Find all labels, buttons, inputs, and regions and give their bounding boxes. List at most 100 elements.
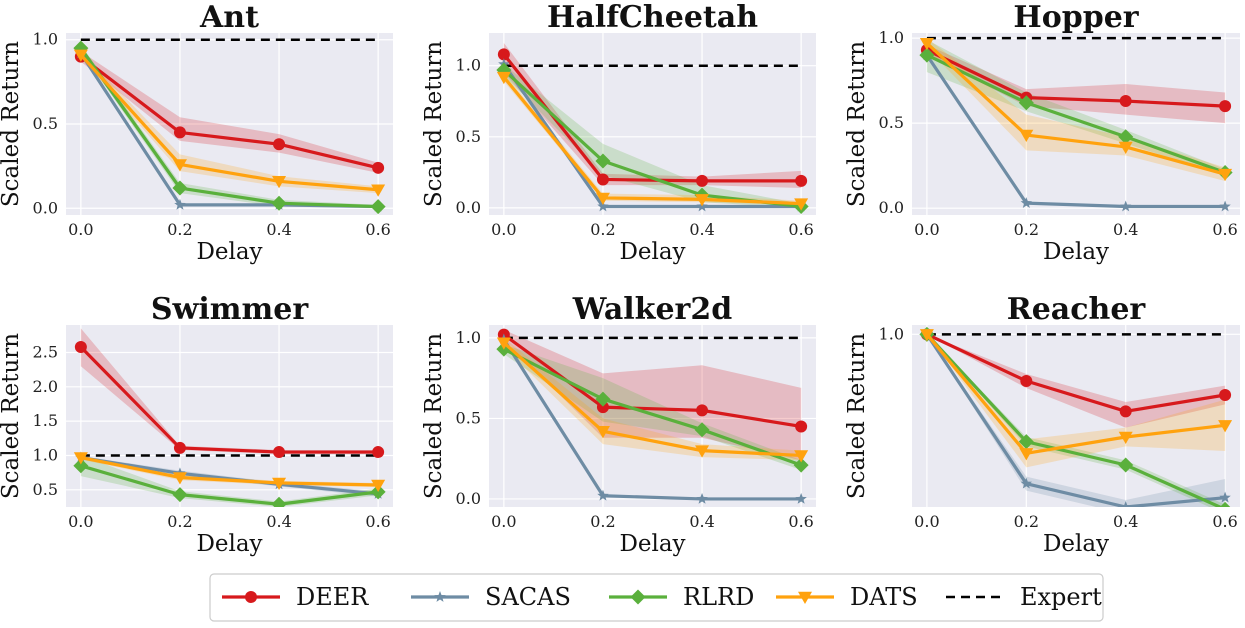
point-dats	[1019, 129, 1034, 143]
legend-marker	[245, 591, 257, 603]
x-axis-label: Delay	[619, 531, 685, 557]
x-axis-label: Delay	[1043, 239, 1109, 265]
x-tick-label: 0.0	[914, 220, 939, 239]
legend-marker	[434, 591, 446, 602]
y-axis-label: Scaled Return	[421, 41, 447, 207]
point-sacas	[1020, 477, 1033, 489]
point-dats	[496, 71, 511, 85]
point-sacas	[1119, 200, 1132, 212]
x-tick-label: 0.4	[266, 220, 291, 239]
plot-content	[496, 42, 809, 214]
point-sacas	[1020, 197, 1033, 208]
chart-title: Hopper	[1013, 0, 1139, 35]
plot-content	[73, 38, 386, 215]
y-tick-label: 2.0	[33, 377, 58, 396]
point-sacas	[795, 492, 807, 504]
point-sacas	[597, 489, 609, 501]
series-line-rlrd	[926, 53, 1226, 174]
point-rlrd	[1118, 129, 1134, 145]
x-tick-label: 0.4	[689, 220, 714, 239]
point-dats	[172, 472, 187, 485]
point-dats	[595, 192, 610, 205]
y-tick-label: 0.0	[33, 198, 58, 217]
point-dats	[794, 198, 809, 211]
band-rlrd	[926, 39, 1226, 176]
x-tick-label: 0.2	[167, 220, 192, 239]
point-dats	[1118, 141, 1133, 154]
point-rlrd	[1118, 457, 1134, 473]
series-line-dats	[502, 76, 802, 206]
point-deer	[1119, 95, 1132, 108]
legend-label: DEER	[296, 583, 369, 611]
point-rlrd	[694, 422, 710, 438]
band-deer	[80, 51, 379, 173]
x-tick-label: 0.0	[491, 512, 516, 531]
point-deer	[1119, 405, 1132, 418]
point-sacas	[1219, 200, 1231, 212]
point-dats	[496, 337, 511, 350]
y-tick-label: 0.5	[33, 114, 58, 133]
y-tick-label: 1.0	[456, 56, 481, 75]
point-deer	[74, 340, 87, 353]
series-line-rlrd	[80, 464, 379, 506]
point-deer	[696, 404, 709, 417]
x-tick-label: 0.6	[788, 220, 813, 239]
point-deer	[173, 441, 186, 454]
legend-label: DATS	[850, 583, 918, 611]
point-rlrd	[370, 199, 386, 215]
band-deer	[503, 42, 802, 188]
y-tick-label: 0.0	[456, 198, 481, 217]
y-tick-label: 1.0	[879, 28, 904, 47]
x-tick-label: 0.6	[788, 512, 813, 531]
point-dats	[73, 49, 88, 62]
chart-title: Reacher	[1007, 292, 1147, 327]
x-tick-label: 0.0	[914, 512, 939, 531]
panel-walker2d: 0.0 0.2 0.4 0.6 0.0 0.5 1.0 Walker2d Delay Scaled…	[421, 292, 816, 557]
legend-item-rlrd: RLRD	[609, 583, 754, 611]
y-tick-label: 1.0	[456, 328, 481, 347]
x-tick-label: 0.2	[167, 512, 192, 531]
point-deer	[372, 161, 385, 174]
point-dats	[172, 159, 187, 172]
chart-title: Swimmer	[151, 292, 309, 327]
x-tick-label: 0.2	[590, 220, 615, 239]
y-axis-label: Scaled Return	[421, 333, 447, 499]
point-dats	[1118, 431, 1133, 444]
series-line-rlrd	[79, 47, 379, 209]
legend-label: SACAS	[485, 583, 571, 611]
point-deer	[173, 126, 186, 139]
x-tick-label: 0.6	[1212, 512, 1237, 531]
point-dats	[1019, 448, 1034, 461]
y-tick-label: 0.0	[879, 198, 904, 217]
point-deer	[372, 446, 385, 459]
point-deer	[596, 173, 609, 186]
legend-item-sacas: SACAS	[411, 583, 571, 611]
y-tick-label: 0.5	[33, 480, 58, 499]
plot-content	[919, 36, 1233, 212]
point-deer	[273, 446, 286, 459]
series-line-sacas	[502, 338, 802, 501]
band-sacas	[926, 334, 1226, 507]
point-rlrd	[595, 391, 611, 407]
x-tick-label: 0.6	[1212, 220, 1237, 239]
point-dats	[595, 426, 610, 439]
legend-item-expert: Expert	[946, 583, 1102, 611]
point-sacas	[174, 198, 186, 210]
point-dats	[695, 194, 710, 207]
plot-content	[73, 328, 386, 507]
x-tick-label: 0.6	[365, 220, 390, 239]
y-tick-label: 2.5	[33, 342, 58, 361]
series-line-deer	[502, 333, 802, 429]
point-rlrd	[172, 180, 188, 196]
band-deer	[503, 329, 802, 461]
chart-title: Walker2d	[572, 292, 732, 327]
point-dats	[1218, 168, 1233, 182]
x-tick-label: 0.2	[590, 512, 615, 531]
y-axis-label: Scaled Return	[0, 41, 24, 207]
y-tick-label: 0.0	[456, 489, 481, 508]
panel-ant: 0.0 0.2 0.4 0.6 0.0 0.5 1.0 Ant Delay Scaled Retu…	[0, 0, 393, 265]
point-deer	[795, 420, 808, 433]
series-line-deer	[926, 48, 1226, 108]
series-line-dats	[80, 455, 379, 487]
y-tick-label: 1.0	[33, 30, 58, 49]
